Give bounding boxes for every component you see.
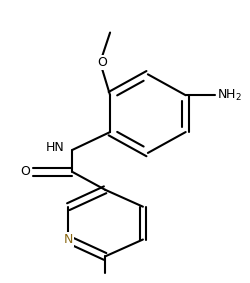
Text: HN: HN: [46, 141, 64, 154]
Text: O: O: [20, 165, 30, 178]
Text: NH$_2$: NH$_2$: [216, 88, 241, 103]
Text: O: O: [97, 56, 107, 69]
Text: N: N: [64, 233, 73, 246]
